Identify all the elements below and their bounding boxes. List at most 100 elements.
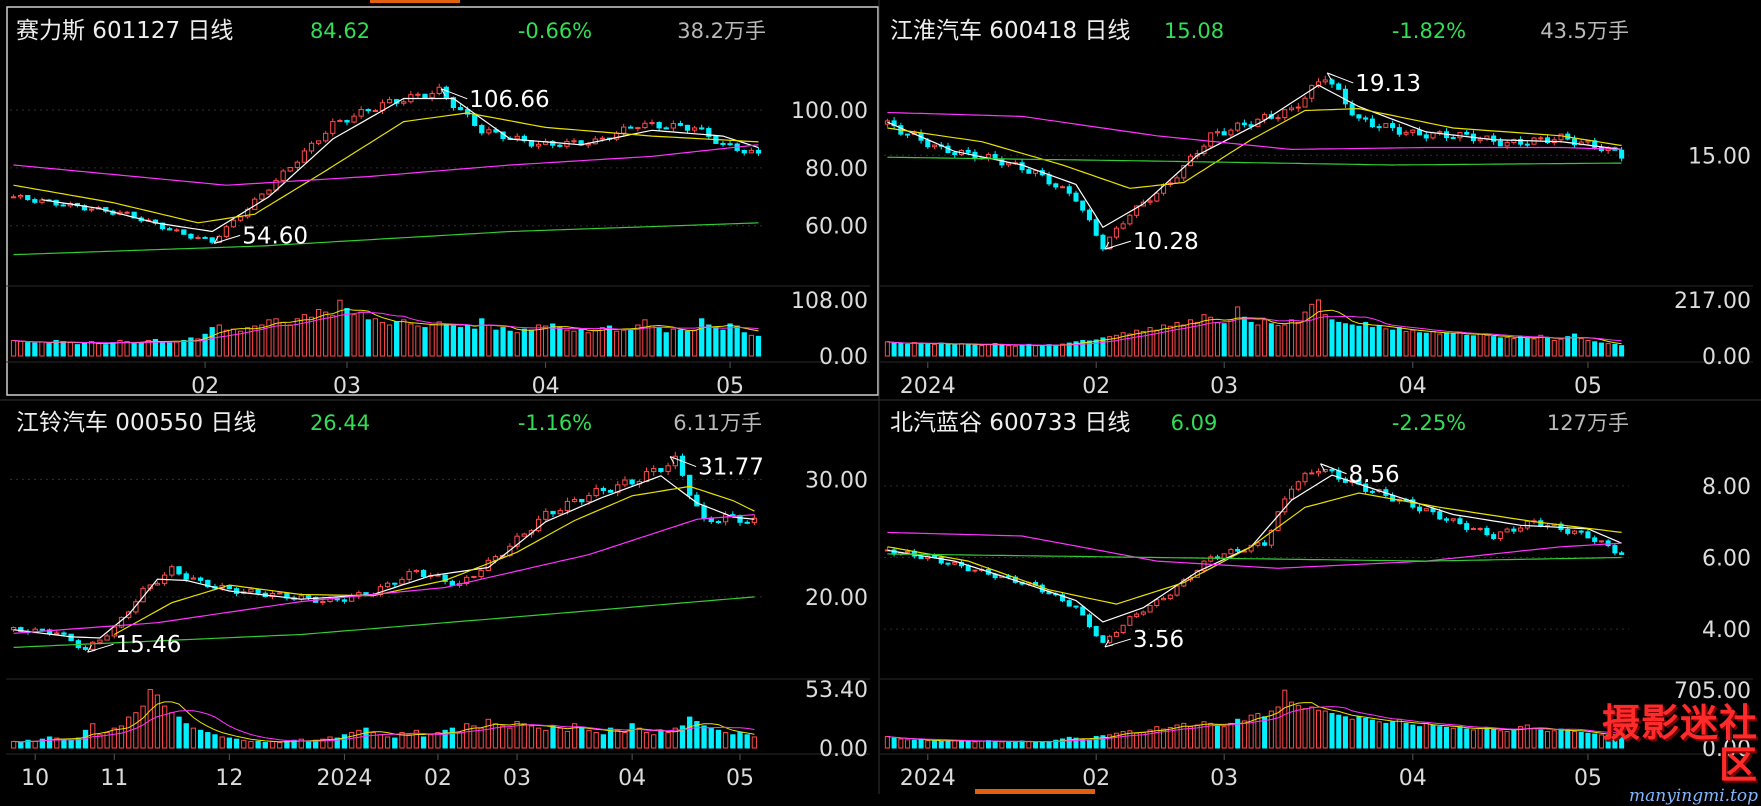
volume-bar [925,740,931,749]
volume-bar [1214,321,1220,357]
candle-body [1369,118,1375,128]
volume-bar [1268,323,1274,357]
volume-bar [720,329,726,357]
candle-body [679,455,686,476]
volume-bar [90,723,96,749]
volume-bar [1531,727,1537,749]
candle-body [1066,600,1072,607]
volume-bar [1410,329,1416,357]
volume-bar [1504,336,1510,357]
candle-body [471,575,477,578]
annotation-label: 54.60 [242,223,308,249]
volume-bar [1107,336,1113,357]
volume-bar [1012,345,1018,357]
volume-bar [1046,344,1052,357]
volume-bar [898,738,904,749]
last-price: 6.09 [1171,411,1218,435]
volume-bar [39,341,45,357]
candle-body [10,196,17,199]
volume-bar [96,343,102,357]
volume-bar [287,324,293,357]
xaxis-label: 05 [726,766,754,791]
candle-body [579,498,585,503]
candle-body [334,598,340,601]
candle-body [320,600,326,603]
xaxis-label: 02 [1082,374,1110,399]
volume-bar [600,734,607,749]
volume-bar [521,328,527,357]
candle-body [1545,137,1551,144]
annotation-arrowhead [1320,463,1329,472]
candle-body [972,569,978,572]
candle-body [1585,531,1591,539]
bottom-scroll-indicator [975,789,1095,794]
volume-bar [1612,343,1618,357]
volume-bar [1329,319,1335,357]
volume-bar [1349,324,1355,357]
candle-body [442,574,448,582]
volume-bar [358,311,364,357]
volume-bar [701,725,707,749]
volume-bar [1592,733,1598,749]
moving-average-line [13,596,755,648]
volume-bar [1390,329,1396,357]
volume-bar [10,740,17,749]
candle-body [429,92,435,99]
candle-body [651,468,657,473]
volume-bar [891,342,897,357]
volume-bar [294,318,300,357]
volume-bar [694,721,700,749]
volume-bar [1059,738,1066,749]
volume-bar [691,329,698,357]
volume-bar [195,338,201,357]
volume-bar [1477,727,1483,749]
volume-bar [1423,332,1429,357]
candle-body [514,135,520,140]
xaxis-label: 02 [191,374,219,399]
volume-bar [1161,324,1167,357]
volume-bar [727,323,733,357]
volume-bar [1511,337,1517,357]
price-tick-label: 15.00 [1688,144,1751,169]
volume-bar [266,319,272,357]
volume-bar [737,732,743,749]
volume-bar [1282,324,1288,357]
volume-bar [1235,718,1241,749]
candle-body [1255,542,1261,546]
volume-tick-label: 0.00 [819,737,868,762]
candle-body [351,115,357,123]
candle-body [1228,129,1234,136]
volume-tick-label: 217.00 [1674,289,1751,314]
volume-bar [679,725,686,749]
volume-bar [323,311,329,357]
volume-bar [1342,323,1348,357]
volume-bar [32,740,38,749]
change-percent: -1.16% [518,411,592,435]
volume-bar [298,738,304,749]
volume-bar [53,340,59,357]
candle-body [1208,132,1214,147]
price-tick-label: 20.00 [805,586,868,611]
moving-average-line [887,474,1622,623]
volume-bar [1315,709,1322,749]
volume-bar [1201,721,1207,749]
candle-body [1565,528,1571,534]
volume-bar [628,328,634,357]
candle-body [1046,174,1052,185]
candle-body [449,580,455,586]
annotation-label: 19.13 [1355,71,1421,97]
volume-bar [1235,306,1241,357]
candle-body [684,124,691,131]
volume-bar [133,712,139,749]
volume-bar [1140,330,1146,357]
candle-body [699,127,705,130]
volume-bar [925,343,931,357]
volume-bar [911,342,917,357]
volume-bar [1470,729,1476,749]
candle-body [88,208,95,211]
volume-bar [1107,734,1113,749]
candle-body [111,626,117,637]
candle-body [945,562,951,565]
volume-bar [341,734,348,749]
